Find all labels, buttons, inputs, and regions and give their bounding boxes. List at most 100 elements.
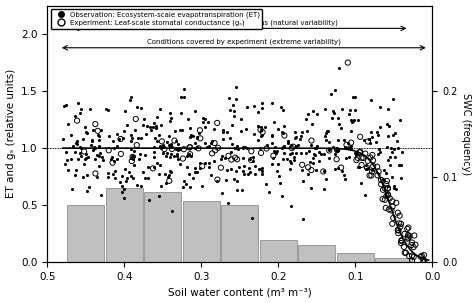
Point — [199, 119, 207, 124]
Point — [393, 228, 401, 232]
Point — [97, 193, 104, 198]
Bar — [336, 253, 373, 262]
Point — [248, 216, 255, 221]
Point — [335, 66, 342, 71]
Point — [290, 135, 298, 140]
Point — [311, 146, 318, 151]
Point — [140, 152, 148, 157]
Point — [347, 144, 354, 148]
Point — [298, 217, 306, 222]
Point — [146, 125, 154, 130]
Point — [303, 111, 311, 116]
Point — [141, 176, 149, 181]
Point — [189, 176, 197, 181]
Point — [367, 134, 375, 139]
Point — [291, 143, 299, 148]
Point — [343, 60, 351, 65]
Point — [255, 167, 262, 171]
Point — [307, 185, 314, 190]
Point — [205, 165, 213, 170]
Point — [61, 162, 69, 167]
Point — [227, 157, 235, 162]
Point — [231, 145, 238, 150]
Point — [135, 157, 143, 162]
Point — [383, 186, 391, 191]
Point — [89, 148, 97, 153]
Point — [180, 86, 188, 91]
Point — [287, 160, 295, 165]
Point — [325, 156, 332, 161]
Point — [419, 257, 426, 262]
Point — [127, 132, 134, 137]
Point — [257, 124, 265, 129]
Point — [193, 170, 200, 175]
Point — [296, 137, 304, 142]
Point — [392, 139, 399, 144]
Point — [400, 231, 407, 236]
Point — [417, 253, 425, 258]
Point — [180, 178, 188, 183]
Point — [193, 136, 200, 141]
Point — [174, 157, 181, 161]
Point — [165, 173, 172, 178]
Point — [185, 171, 193, 176]
Point — [168, 209, 176, 214]
Point — [167, 144, 175, 149]
Point — [273, 168, 280, 173]
Point — [347, 140, 354, 145]
Point — [320, 152, 327, 157]
Point — [291, 129, 298, 134]
Point — [187, 153, 194, 158]
Point — [110, 168, 118, 173]
Point — [374, 169, 382, 174]
Point — [337, 107, 345, 112]
Point — [213, 121, 220, 125]
Point — [167, 152, 174, 157]
Point — [377, 182, 384, 187]
Point — [158, 139, 165, 144]
Point — [313, 144, 320, 148]
Point — [118, 184, 126, 188]
Point — [367, 169, 375, 174]
Point — [387, 208, 395, 213]
Point — [278, 193, 285, 198]
Point — [344, 141, 351, 146]
Point — [380, 197, 388, 202]
Point — [164, 175, 171, 179]
Point — [368, 164, 376, 168]
Point — [261, 125, 268, 129]
Point — [68, 187, 76, 192]
Point — [334, 165, 341, 170]
Point — [404, 232, 411, 237]
Point — [272, 148, 280, 153]
Point — [79, 175, 87, 179]
Point — [116, 179, 123, 184]
Point — [245, 166, 252, 171]
Point — [383, 192, 391, 197]
Point — [304, 172, 311, 177]
Point — [159, 150, 166, 155]
Point — [228, 123, 236, 128]
Point — [347, 117, 354, 122]
Point — [166, 168, 173, 173]
Point — [121, 166, 129, 171]
Point — [339, 138, 347, 143]
Point — [60, 104, 68, 108]
Point — [248, 158, 256, 163]
Point — [104, 171, 112, 175]
Point — [410, 233, 417, 238]
Point — [129, 155, 136, 159]
Point — [331, 152, 338, 157]
Point — [271, 150, 279, 155]
Point — [113, 131, 121, 136]
Point — [409, 255, 416, 259]
Point — [355, 150, 363, 155]
Point — [279, 151, 287, 156]
Point — [361, 167, 368, 171]
Point — [175, 146, 183, 151]
Point — [167, 141, 175, 146]
Point — [321, 131, 329, 136]
Point — [274, 127, 281, 132]
Point — [109, 139, 116, 144]
Point — [155, 171, 162, 176]
